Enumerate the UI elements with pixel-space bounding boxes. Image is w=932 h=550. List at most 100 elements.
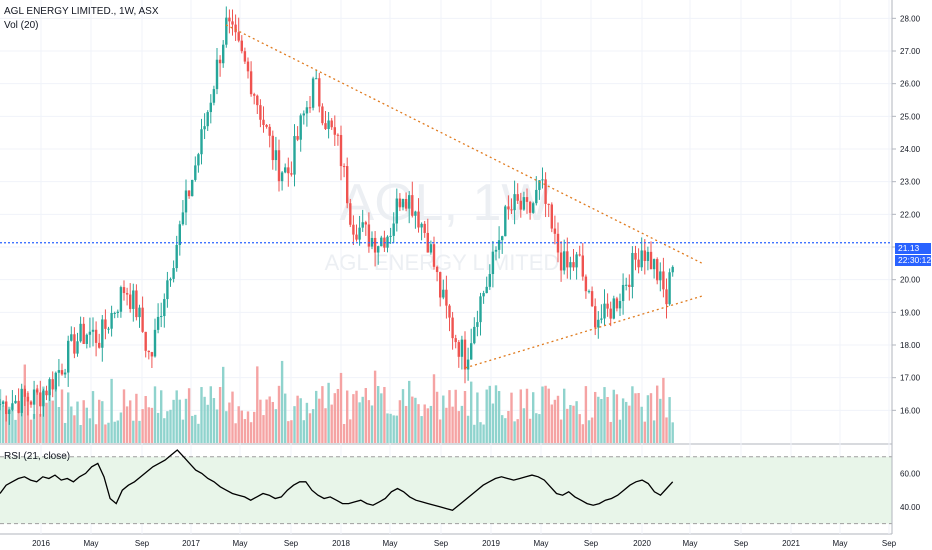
volume-bar [454, 389, 457, 443]
candle-body [553, 228, 557, 234]
y-tick-label: 22.00 [900, 210, 921, 219]
volume-bar [652, 420, 656, 443]
volume-bar [85, 407, 88, 443]
volume-bar [600, 399, 603, 443]
candle-body [218, 59, 222, 64]
volume-bar [519, 389, 522, 443]
candle-body [302, 113, 305, 116]
volume-bar [479, 422, 482, 443]
volume-bar [54, 384, 57, 443]
countdown-tag: 22:30:12 [895, 255, 931, 266]
candle-body [609, 308, 612, 319]
last-price-tag: 21.13 [895, 243, 931, 254]
volume-bar [287, 421, 290, 443]
volume-bar [513, 421, 516, 443]
candle-body [355, 234, 358, 240]
candle-body [280, 172, 284, 182]
volume-bar [51, 400, 54, 443]
candle-body [153, 329, 157, 357]
candle-body [460, 339, 464, 357]
volume-bar [501, 415, 504, 443]
volume-bar [497, 391, 501, 443]
candle-body [395, 198, 398, 224]
volume-bar [150, 407, 154, 443]
volume-bar [184, 398, 188, 443]
candle-body [541, 179, 544, 181]
candle-body [101, 319, 104, 348]
x-tick-label: 2019 [482, 539, 500, 548]
y-tick-label: 27.00 [900, 47, 921, 56]
volume-bar [318, 398, 321, 443]
candle-body [290, 173, 293, 175]
volume-bar [194, 414, 197, 443]
candle-body [662, 271, 665, 290]
candle-body [119, 287, 123, 312]
volume-bar [138, 420, 141, 443]
volume-bar [209, 386, 212, 443]
candle-body [544, 179, 547, 204]
volume-bar [243, 419, 247, 443]
trendline [465, 295, 703, 369]
candle-body [88, 331, 92, 335]
candle-body [274, 150, 278, 161]
candle-body [532, 203, 535, 213]
candle-body [429, 244, 433, 253]
volume-bar [125, 406, 129, 443]
candle-body [215, 59, 219, 90]
candle-body [612, 298, 615, 319]
volume-bar [1, 405, 5, 443]
x-tick-label: Sep [434, 539, 449, 548]
volume-bar [435, 391, 439, 443]
candle-body [222, 44, 225, 64]
volume-bar [643, 421, 646, 443]
volume-bar [463, 390, 467, 443]
candle-body [231, 21, 234, 25]
volume-bar [203, 396, 206, 443]
candle-body [172, 268, 175, 279]
candle-body [342, 166, 346, 168]
candle-body [187, 190, 191, 197]
candle-body [535, 189, 538, 204]
candle-body [296, 136, 299, 140]
candle-body [439, 272, 442, 298]
candle-body [206, 112, 209, 127]
volume-bar [625, 401, 628, 443]
candle-body [200, 129, 203, 155]
candle-body [606, 303, 609, 309]
candle-body [181, 212, 185, 225]
candle-body [63, 372, 67, 375]
candle-body [597, 319, 600, 328]
candle-body [510, 209, 513, 211]
volume-bar [668, 397, 671, 443]
volume-bar [63, 422, 67, 443]
volume-bar [618, 419, 622, 443]
volume-bar [494, 385, 498, 443]
volume-bar [470, 381, 473, 443]
volume-bar [584, 386, 588, 443]
candle-body [572, 262, 575, 268]
volume-bar [659, 398, 662, 443]
candle-body [271, 135, 274, 161]
candle-body [563, 251, 566, 271]
volume-bar [414, 397, 417, 443]
candle-body [315, 78, 318, 80]
volume-bar [113, 421, 116, 443]
candle-body [435, 266, 439, 273]
candle-body [451, 317, 454, 339]
volume-bar [476, 392, 479, 443]
volume-bar [377, 386, 380, 443]
volume-bar [76, 401, 79, 443]
y-tick-label: 24.00 [900, 145, 921, 154]
candle-body [209, 102, 212, 113]
candle-body [349, 203, 352, 225]
volume-bar [32, 413, 36, 443]
volume-bar [98, 399, 101, 443]
candle-body [51, 379, 54, 390]
volume-bar [20, 395, 23, 443]
volume-bar [280, 360, 284, 443]
candle-body [587, 291, 591, 293]
candle-body [417, 211, 420, 228]
volume-bar [324, 408, 327, 443]
volume-bar [665, 417, 668, 443]
